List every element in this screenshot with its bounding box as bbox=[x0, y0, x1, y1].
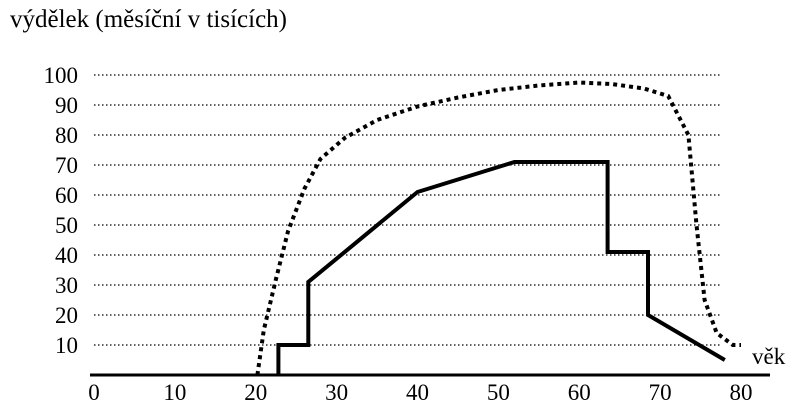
series-line-solid bbox=[276, 160, 726, 375]
y-tick-label: 10 bbox=[55, 333, 78, 358]
y-tick-label: 100 bbox=[44, 63, 79, 88]
x-tick-label: 40 bbox=[406, 380, 429, 405]
x-tick-label: 20 bbox=[244, 380, 267, 405]
y-tick-label: 20 bbox=[55, 303, 78, 328]
y-tick-label: 60 bbox=[55, 183, 78, 208]
x-tick-label: 0 bbox=[88, 380, 100, 405]
x-tick-label: 80 bbox=[730, 380, 753, 405]
y-tick-label: 50 bbox=[55, 213, 78, 238]
y-tick-label: 70 bbox=[55, 153, 78, 178]
x-tick-label: 10 bbox=[163, 380, 186, 405]
x-tick-label: 70 bbox=[649, 380, 672, 405]
y-tick-label: 30 bbox=[55, 273, 78, 298]
y-tick-label: 90 bbox=[55, 93, 78, 118]
x-tick-labels: 0 10 20 30 40 50 60 70 80 bbox=[88, 380, 752, 405]
x-axis-label: věk bbox=[752, 344, 786, 369]
x-tick-label: 50 bbox=[487, 380, 510, 405]
grid bbox=[94, 74, 720, 346]
x-tick-label: 30 bbox=[325, 380, 348, 405]
series-line-dotted bbox=[255, 80, 741, 376]
x-tick-label: 60 bbox=[568, 380, 591, 405]
series-group bbox=[255, 80, 741, 376]
y-tick-label: 40 bbox=[55, 243, 78, 268]
y-tick-labels: 10 20 30 40 50 60 70 80 90 100 bbox=[44, 63, 79, 358]
y-tick-label: 80 bbox=[55, 123, 78, 148]
chart-title: výdělek (měsíční v tisících) bbox=[10, 6, 287, 33]
